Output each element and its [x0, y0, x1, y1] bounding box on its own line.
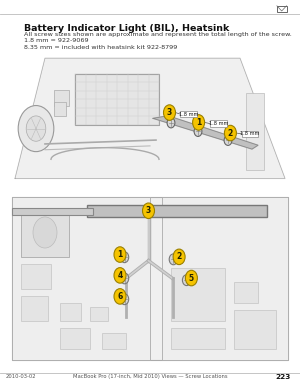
Bar	[12, 197, 150, 360]
Polygon shape	[153, 116, 258, 149]
Bar	[54, 90, 69, 106]
Circle shape	[120, 294, 129, 305]
Text: 6: 6	[117, 292, 123, 301]
Bar	[0, 190, 300, 367]
Text: 1: 1	[196, 118, 201, 127]
Circle shape	[182, 275, 191, 286]
Circle shape	[193, 115, 205, 130]
Bar	[21, 208, 69, 257]
Bar	[87, 205, 267, 217]
Text: 8.35 mm = included with heatsink kit 922-8799: 8.35 mm = included with heatsink kit 922…	[24, 45, 177, 50]
Text: MacBook Pro (17-inch, Mid 2010) Views — Screw Locations: MacBook Pro (17-inch, Mid 2010) Views — …	[73, 374, 227, 379]
Bar	[60, 303, 81, 321]
Text: 2010-03-02: 2010-03-02	[6, 374, 37, 379]
Circle shape	[185, 270, 197, 286]
Text: 1.8 mm = 922-9069: 1.8 mm = 922-9069	[24, 38, 88, 43]
Text: 2: 2	[228, 128, 233, 138]
Bar	[171, 268, 225, 321]
Circle shape	[120, 252, 129, 263]
Circle shape	[114, 289, 126, 304]
Text: 223: 223	[276, 374, 291, 380]
Polygon shape	[15, 58, 285, 178]
Bar	[21, 296, 48, 321]
Text: 3: 3	[146, 206, 151, 215]
Bar	[210, 121, 226, 127]
Circle shape	[114, 268, 126, 283]
Circle shape	[169, 254, 178, 265]
Text: 5: 5	[189, 274, 194, 282]
Circle shape	[142, 203, 154, 218]
Bar	[234, 310, 276, 349]
Text: 2: 2	[176, 252, 182, 262]
Text: 1.8 mm: 1.8 mm	[208, 121, 228, 126]
Bar	[60, 328, 90, 349]
Circle shape	[164, 105, 175, 120]
Bar	[0, 54, 300, 182]
Bar	[180, 111, 197, 117]
Circle shape	[26, 116, 46, 141]
Bar	[75, 74, 159, 125]
Text: 1: 1	[117, 250, 123, 259]
Bar	[21, 264, 51, 289]
Text: 3: 3	[167, 108, 172, 117]
Bar	[171, 328, 225, 349]
Circle shape	[194, 126, 202, 137]
Circle shape	[144, 205, 153, 216]
Circle shape	[224, 125, 236, 141]
Text: All screw sizes shown are approximate and represent the total length of the scre: All screw sizes shown are approximate an…	[24, 32, 292, 37]
Circle shape	[224, 135, 232, 146]
Bar	[54, 102, 66, 116]
Bar	[242, 131, 258, 137]
Bar	[277, 6, 286, 12]
Bar	[102, 333, 126, 349]
Bar	[234, 282, 258, 303]
Circle shape	[173, 249, 185, 265]
Bar	[12, 197, 288, 360]
Text: Battery Indicator Light (BIL), Heatsink: Battery Indicator Light (BIL), Heatsink	[24, 24, 230, 33]
Circle shape	[18, 106, 54, 152]
Text: 1.8 mm: 1.8 mm	[179, 112, 198, 117]
Circle shape	[33, 217, 57, 248]
Circle shape	[167, 118, 175, 128]
Bar	[12, 208, 93, 215]
Circle shape	[114, 247, 126, 262]
Text: 4: 4	[117, 271, 123, 280]
Bar	[90, 307, 108, 321]
Bar	[162, 197, 288, 360]
Bar	[246, 93, 264, 170]
Text: 1.8 mm: 1.8 mm	[240, 132, 260, 136]
Circle shape	[120, 273, 129, 284]
